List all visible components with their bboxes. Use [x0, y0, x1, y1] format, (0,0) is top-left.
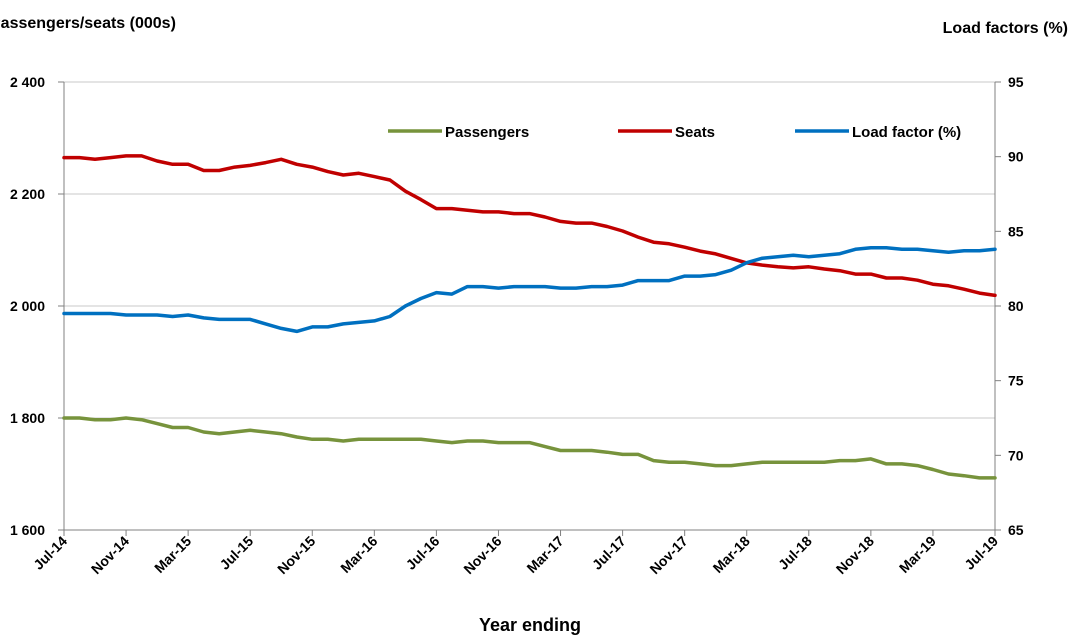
x-tick-label: Mar-16 — [337, 533, 380, 576]
x-tick-label: Nov-16 — [460, 533, 504, 577]
x-tick-label: Mar-17 — [523, 533, 566, 576]
y-right-tick-label: 85 — [1008, 223, 1024, 239]
x-tick-label: Jul-14 — [30, 533, 70, 573]
y-right-tick-label: 70 — [1008, 447, 1024, 463]
legend-label-load-factor: Load factor (%) — [852, 124, 961, 141]
x-tick-label: Mar-18 — [710, 533, 753, 576]
legend-label-passengers: Passengers — [445, 124, 529, 141]
y-right-tick-label: 95 — [1008, 74, 1024, 90]
x-tick-label: Jul-19 — [961, 533, 1001, 573]
y-left-axis-title: Passengers/seats (000s) — [0, 15, 176, 32]
x-tick-label: Mar-15 — [151, 533, 194, 576]
axes: 1 600 1 800 2 000 2 200 2 400 65 70 75 80 85 90 95 J… — [10, 74, 1024, 577]
series-line-passengers — [62, 416, 997, 480]
x-tick-label: Nov-14 — [88, 533, 132, 577]
x-tick-label: Jul-16 — [403, 533, 443, 573]
y-left-tick-label: 2 400 — [10, 74, 45, 90]
y-right-tick-label: 90 — [1008, 149, 1024, 165]
y-left-tick-label: 2 200 — [10, 186, 45, 202]
series-line-seats — [62, 154, 997, 298]
series-lines — [62, 154, 997, 480]
y-right-tick-label: 75 — [1008, 373, 1024, 389]
series-line-load-factor — [62, 246, 997, 334]
legend-label-seats: Seats — [675, 124, 715, 141]
x-axis-title: Year ending — [479, 615, 581, 635]
y-right-axis-title: Load factors (%) — [943, 20, 1068, 37]
y-right-tick-label: 65 — [1008, 522, 1024, 538]
x-tick-label: Mar-19 — [896, 533, 939, 576]
y-right-tick-label: 80 — [1008, 298, 1024, 314]
legend: Passengers Seats Load factor (%) — [388, 124, 961, 141]
x-tick-label: Nov-17 — [646, 533, 690, 577]
x-tick-label: Jul-18 — [775, 533, 815, 573]
gridlines — [64, 81, 995, 419]
x-tick-label: Jul-15 — [216, 533, 256, 573]
x-tick-label: Nov-15 — [274, 533, 318, 577]
y-left-tick-label: 1 600 — [10, 522, 45, 538]
y-left-tick-label: 2 000 — [10, 298, 45, 314]
x-tick-label: Jul-17 — [589, 533, 629, 573]
x-tick-label: Nov-18 — [833, 533, 877, 577]
y-left-tick-label: 1 800 — [10, 410, 45, 426]
